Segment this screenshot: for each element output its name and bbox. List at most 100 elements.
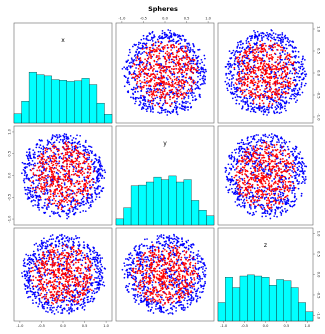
point bbox=[250, 75, 252, 78]
point bbox=[288, 155, 291, 157]
point bbox=[258, 188, 260, 191]
point bbox=[289, 184, 292, 187]
point bbox=[244, 89, 246, 91]
point bbox=[47, 141, 49, 143]
point bbox=[285, 159, 288, 162]
point bbox=[76, 146, 79, 149]
point bbox=[225, 186, 228, 188]
point bbox=[249, 172, 252, 175]
point bbox=[74, 211, 77, 214]
point bbox=[143, 81, 146, 84]
point bbox=[245, 189, 248, 192]
point bbox=[256, 47, 258, 49]
point bbox=[293, 148, 296, 151]
point bbox=[294, 199, 297, 202]
point bbox=[100, 168, 103, 170]
point bbox=[66, 163, 68, 165]
point bbox=[287, 77, 290, 80]
point bbox=[53, 141, 56, 144]
point bbox=[152, 99, 155, 102]
point bbox=[78, 160, 80, 163]
point bbox=[55, 167, 57, 169]
point bbox=[90, 146, 93, 149]
point bbox=[263, 198, 266, 200]
point bbox=[235, 182, 238, 185]
point bbox=[62, 168, 64, 171]
point bbox=[66, 153, 68, 156]
point bbox=[56, 169, 59, 171]
point bbox=[254, 88, 256, 91]
point bbox=[33, 151, 36, 154]
point bbox=[203, 74, 205, 77]
point bbox=[168, 89, 171, 92]
point bbox=[138, 85, 140, 88]
point bbox=[235, 167, 238, 169]
point bbox=[28, 154, 31, 157]
point bbox=[250, 102, 252, 105]
point bbox=[44, 149, 47, 152]
point bbox=[283, 107, 286, 110]
point bbox=[58, 178, 61, 180]
point bbox=[287, 84, 290, 86]
point bbox=[260, 34, 263, 37]
point bbox=[65, 145, 68, 148]
point bbox=[156, 73, 159, 76]
point bbox=[181, 34, 184, 37]
point bbox=[252, 155, 255, 158]
point bbox=[190, 90, 193, 92]
point bbox=[34, 164, 37, 167]
point bbox=[270, 94, 273, 97]
point bbox=[143, 72, 146, 74]
point bbox=[297, 60, 299, 63]
point bbox=[246, 38, 249, 40]
point bbox=[259, 59, 261, 61]
point bbox=[235, 192, 238, 195]
point bbox=[294, 163, 297, 166]
point bbox=[280, 42, 282, 45]
point bbox=[180, 39, 183, 41]
point bbox=[179, 107, 181, 109]
point bbox=[165, 33, 168, 36]
point bbox=[135, 88, 137, 90]
point bbox=[282, 96, 284, 98]
point bbox=[246, 97, 249, 100]
point bbox=[261, 36, 263, 39]
point bbox=[293, 97, 296, 100]
hist-bar-y-12 bbox=[206, 215, 215, 226]
point bbox=[95, 170, 98, 172]
point bbox=[176, 71, 179, 74]
point bbox=[93, 167, 96, 170]
point bbox=[259, 40, 261, 43]
point bbox=[270, 46, 272, 48]
point bbox=[293, 186, 296, 189]
point bbox=[178, 35, 180, 38]
point bbox=[246, 157, 249, 160]
point bbox=[135, 84, 138, 86]
point bbox=[149, 63, 152, 66]
point bbox=[230, 187, 233, 190]
point bbox=[254, 56, 256, 59]
point bbox=[273, 111, 276, 114]
point bbox=[146, 57, 149, 60]
point bbox=[253, 98, 255, 100]
point bbox=[277, 193, 280, 195]
point bbox=[233, 168, 236, 171]
point bbox=[238, 142, 241, 145]
point bbox=[167, 81, 170, 83]
point bbox=[176, 83, 179, 86]
point bbox=[179, 84, 182, 87]
point bbox=[147, 39, 150, 42]
point bbox=[58, 169, 60, 172]
point bbox=[262, 76, 265, 79]
point bbox=[158, 102, 161, 105]
point bbox=[278, 69, 280, 71]
point bbox=[234, 96, 237, 99]
point bbox=[85, 160, 88, 163]
point bbox=[259, 140, 262, 142]
point bbox=[280, 195, 282, 198]
point bbox=[70, 142, 73, 145]
point bbox=[268, 88, 271, 91]
point bbox=[43, 183, 46, 185]
point bbox=[40, 183, 42, 185]
point bbox=[256, 162, 259, 165]
